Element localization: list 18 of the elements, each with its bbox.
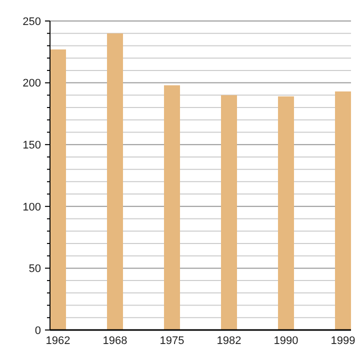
x-tick-label: 1990 (274, 335, 298, 347)
y-tick-label: 250 (22, 16, 41, 28)
bar (278, 96, 294, 330)
x-tick-label: 1982 (216, 335, 242, 347)
y-tick-label: 100 (22, 201, 41, 214)
bar (335, 91, 351, 330)
y-tick-label: 150 (22, 139, 41, 152)
x-tick-label: 1968 (102, 335, 128, 347)
y-tick-label: 50 (28, 263, 41, 276)
bar (221, 95, 237, 330)
x-tick-label: 1999 (330, 335, 356, 347)
bar (164, 85, 180, 330)
bar (50, 49, 66, 330)
bar (107, 33, 123, 330)
y-tick-label: 0 (34, 324, 41, 337)
x-tick-label: 1975 (160, 335, 184, 347)
y-tick-label: 200 (22, 78, 41, 90)
x-tick-label: 1962 (46, 335, 70, 347)
